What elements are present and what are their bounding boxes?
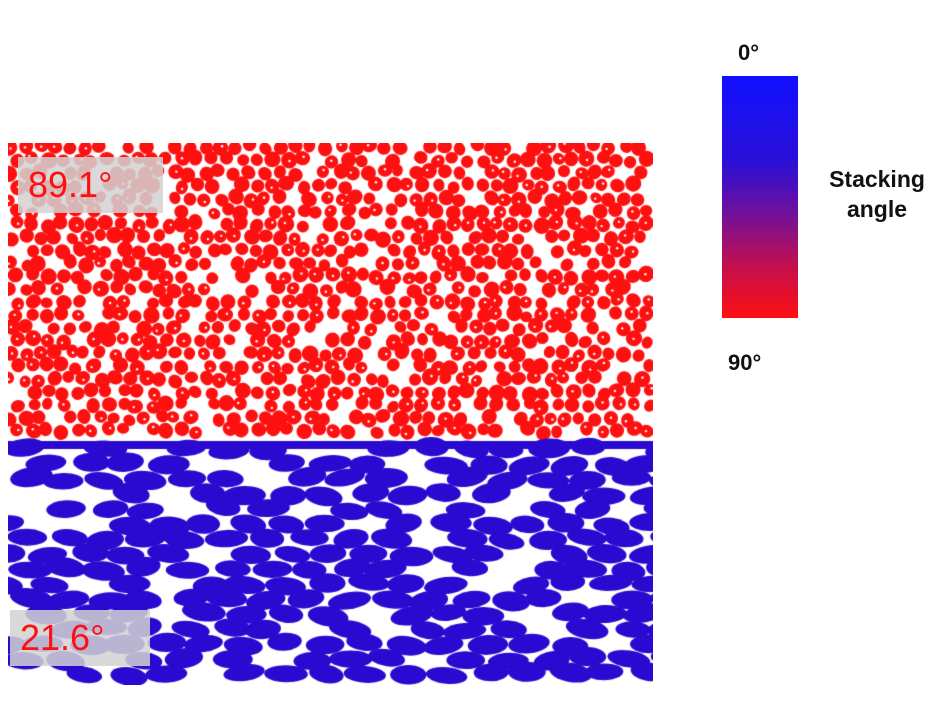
top-angle-label: 89.1°: [18, 157, 163, 213]
bottom-angle-label: 21.6°: [10, 610, 150, 666]
colorbar-bottom-tick: 90°: [728, 350, 762, 375]
colorbar-title-line2: angle: [846, 196, 908, 222]
colorbar-top-tick: 0°: [738, 40, 760, 65]
particle-canvas: [8, 143, 653, 685]
colorbar-gradient: [722, 76, 798, 318]
colorbar-title: Stacking angle: [812, 164, 942, 224]
colorbar-title-line1: Stacking: [829, 166, 925, 192]
particle-image-panel: [8, 143, 653, 685]
